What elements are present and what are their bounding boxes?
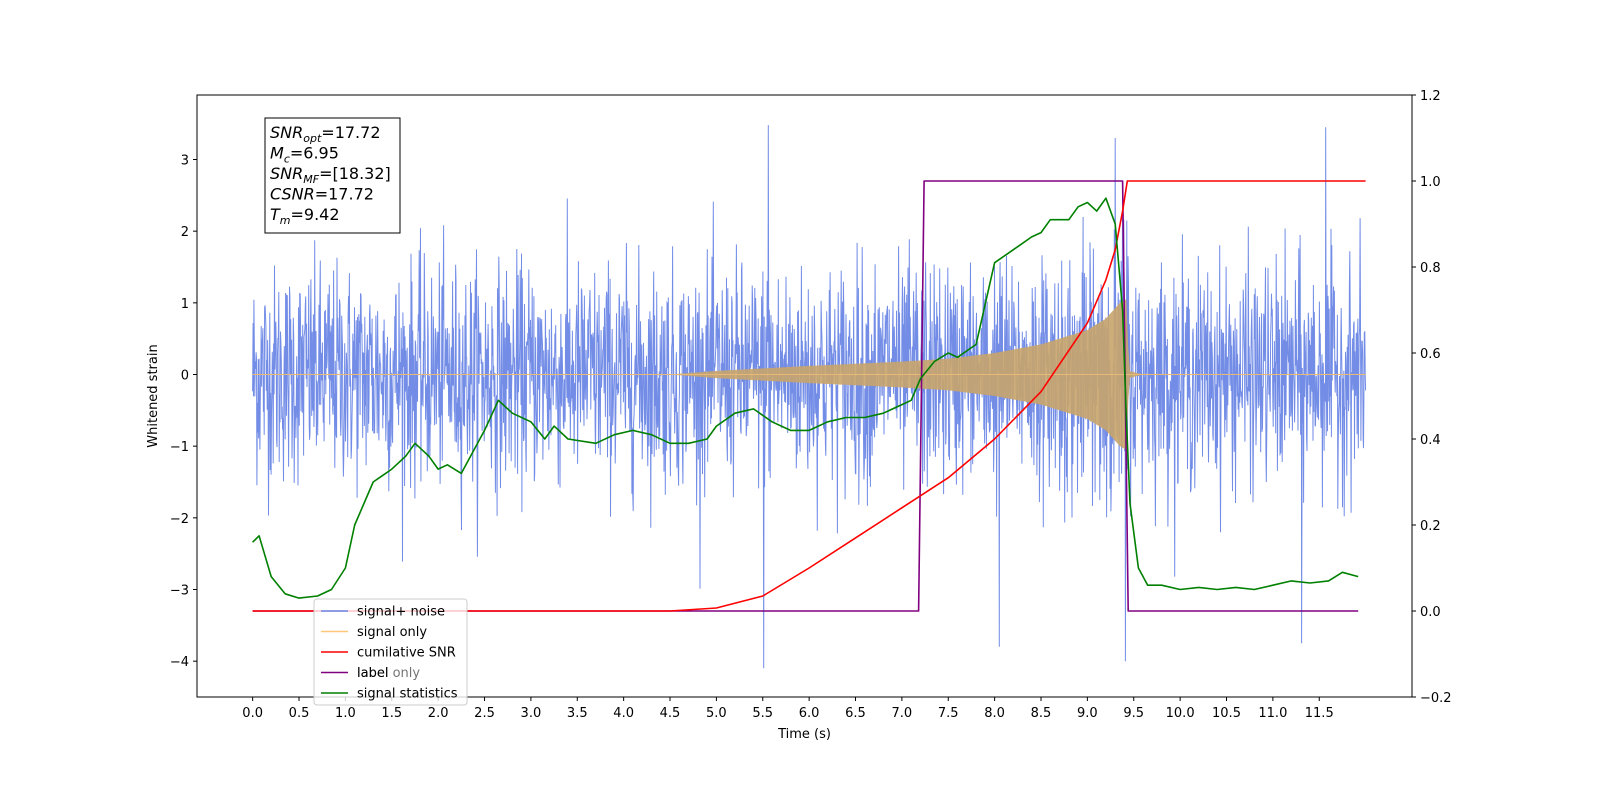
x-tick-label: 3.0 — [521, 706, 542, 721]
annotation-frame — [264, 117, 401, 234]
x-axis-label: Time (s) — [777, 727, 831, 742]
plot-frame — [196, 94, 1413, 698]
legend: label only signal+ noise signal only cumila… — [313, 598, 468, 706]
legend-entry-label: signal only — [357, 625, 427, 640]
x-tick-label: 6.5 — [845, 706, 866, 721]
x-tick-label: 0.0 — [242, 706, 263, 721]
x-tick-label: 4.5 — [660, 706, 681, 721]
y-tick-label: 2 — [181, 225, 189, 240]
x-axis-ticks: 0.0 0.5 1.0 1.5 2.0 2.5 3.0 3.5 4.0 4.5 5.0 5.5 6.0 6… — [242, 697, 1334, 721]
x-tick-label: 7.0 — [892, 706, 913, 721]
x-tick-label: 8.5 — [1031, 706, 1052, 721]
y-tick-label: −4 — [170, 655, 189, 670]
label-line — [252, 180, 1359, 612]
y2-tick-label: 1.2 — [1420, 89, 1441, 104]
annotation-line: Tm=9.42 — [270, 205, 340, 227]
legend-entry-label: signal statistics — [357, 687, 458, 702]
legend-entry-label: signal+ noise — [357, 605, 445, 620]
x-tick-label: 7.5 — [938, 706, 959, 721]
x-tick-label: 0.5 — [289, 706, 310, 721]
y-tick-label: 3 — [181, 154, 189, 169]
x-tick-label: 4.0 — [613, 706, 634, 721]
y-tick-label: 0 — [181, 369, 189, 384]
right-axis-series — [252, 180, 1366, 612]
annotation-line: SNRMF=[18.32] — [270, 164, 391, 186]
x-tick-label: 1.0 — [335, 706, 356, 721]
y2-tick-label: 0.8 — [1420, 261, 1441, 276]
x-tick-label: 5.0 — [706, 706, 727, 721]
y2-tick-label: 0.6 — [1420, 347, 1441, 362]
y2-axis-ticks: 1.2 1.0 0.8 0.6 0.4 0.2 0.0 −0.2 — [1412, 89, 1452, 706]
annotation-line: CSNR=17.72 — [270, 185, 374, 204]
x-tick-label: 1.5 — [381, 706, 402, 721]
stats-annotation-box: SNRopt=17.72Mc=6.95SNRMF=[18.32]CSNR=17.… — [264, 117, 401, 234]
y2-tick-label: 1.0 — [1420, 175, 1441, 190]
legend-entry-label: cumilative SNR — [357, 646, 456, 661]
legend-entry-label: label — [357, 666, 388, 681]
x-tick-label: 11.0 — [1258, 706, 1287, 721]
y2-tick-label: −0.2 — [1420, 691, 1452, 706]
signal-only-series — [252, 299, 1366, 450]
signal-statistics-line — [252, 197, 1359, 599]
x-tick-label: 9.0 — [1077, 706, 1098, 721]
y2-tick-label: 0.2 — [1420, 519, 1441, 534]
y-tick-label: −3 — [170, 584, 189, 599]
legend-ghost-entry: label only — [357, 666, 420, 681]
y-axis-label: Whitened strain — [146, 344, 161, 447]
annotation-line: SNRopt=17.72 — [270, 123, 381, 145]
legend-frame — [313, 598, 468, 706]
y-tick-label: −1 — [170, 440, 189, 455]
x-tick-label: 2.5 — [474, 706, 495, 721]
y-axis-ticks: 3 2 1 0 −1 −2 −3 −4 — [170, 154, 197, 670]
y-tick-label: −2 — [170, 512, 189, 527]
x-tick-label: 3.5 — [567, 706, 588, 721]
y2-tick-label: 0.4 — [1420, 433, 1441, 448]
x-tick-label: 5.5 — [752, 706, 773, 721]
cumulative-snr-line — [252, 180, 1366, 612]
x-tick-label: 11.5 — [1305, 706, 1334, 721]
x-tick-label: 10.0 — [1166, 706, 1195, 721]
x-tick-label: 8.0 — [984, 706, 1005, 721]
x-tick-label: 6.0 — [799, 706, 820, 721]
y-tick-label: 1 — [181, 297, 189, 312]
y2-tick-label: 0.0 — [1420, 605, 1441, 620]
annotation-line: Mc=6.95 — [270, 144, 339, 166]
x-tick-label: 2.0 — [428, 706, 449, 721]
x-tick-label: 10.5 — [1212, 706, 1241, 721]
x-tick-label: 9.5 — [1123, 706, 1144, 721]
